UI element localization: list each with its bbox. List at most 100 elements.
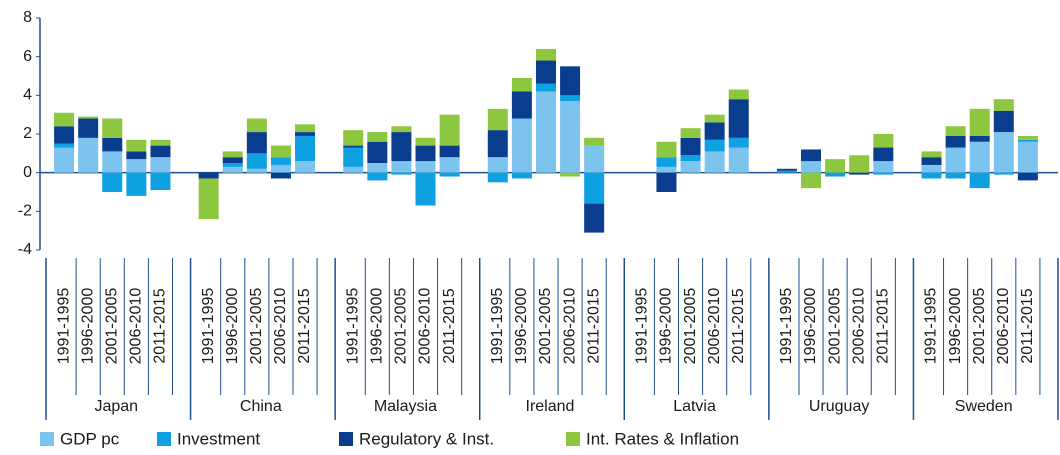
bar-segment	[945, 172, 966, 179]
x-tick-label: 2011-2015	[152, 288, 169, 363]
x-tick-label: 2011-2015	[585, 288, 602, 363]
bar-segment	[102, 151, 123, 173]
bar-segment	[150, 145, 171, 158]
bar-segment	[873, 134, 894, 148]
bar-segment	[873, 172, 894, 175]
x-tick-label: 2011-2015	[1019, 288, 1036, 363]
bar-segment	[511, 91, 532, 119]
bar-segment	[825, 172, 846, 177]
bar-segment	[391, 161, 412, 173]
bar-segment	[367, 163, 388, 173]
bar-segment	[222, 151, 243, 158]
bar-segment	[246, 132, 267, 154]
x-tick-label: 1991-1995	[344, 288, 361, 365]
bar-segment	[560, 95, 581, 102]
bar-segment	[487, 172, 508, 183]
legend-label: Int. Rates & Inflation	[586, 429, 739, 448]
bar-segment	[439, 157, 460, 173]
bar-segment	[415, 137, 436, 146]
bar-segment	[391, 172, 412, 175]
x-tick-label: 2001-2005	[393, 288, 410, 365]
x-tick-label: 1996-2000	[369, 288, 386, 365]
x-tick-label: 2001-2005	[971, 288, 988, 365]
legend: GDP pc Investment Regulatory & Inst. Int. R…	[40, 429, 739, 448]
bar-segment	[849, 172, 870, 175]
bar-segment	[295, 132, 316, 136]
bar-segment	[367, 132, 388, 142]
x-tick-label: 2011-2015	[296, 288, 313, 363]
bar-segment	[535, 91, 556, 173]
y-tick-label: 6	[23, 48, 32, 65]
bar-segment	[535, 83, 556, 92]
x-tick-label: 2006-2010	[417, 288, 434, 365]
bar-segment	[680, 137, 701, 156]
x-tick-label: 2011-2015	[441, 288, 458, 363]
group-label: Ireland	[526, 398, 575, 415]
bar-segment	[993, 172, 1014, 175]
bar-segment	[367, 172, 388, 181]
bar-segment	[439, 145, 460, 158]
bar-segment	[801, 172, 822, 189]
x-tick-label: 1991-1995	[923, 288, 940, 365]
bar-segment	[367, 141, 388, 163]
bar-segment	[728, 137, 749, 148]
x-tick-label: 1996-2000	[947, 288, 964, 365]
bar-segment	[54, 126, 75, 144]
bar-segment	[198, 172, 219, 179]
bar-segment	[246, 118, 267, 133]
bar-segment	[1017, 172, 1038, 181]
bar-segment	[246, 168, 267, 173]
bar-segment	[150, 139, 171, 146]
bar-segment	[270, 164, 291, 173]
x-tick-label: 2006-2010	[272, 288, 289, 365]
bar-segment	[222, 166, 243, 173]
bar-segment	[222, 157, 243, 163]
legend-label: Investment	[177, 429, 260, 448]
x-tick-label: 1996-2000	[802, 288, 819, 365]
bar-segment	[945, 126, 966, 136]
bar-segment	[776, 168, 797, 171]
x-tick-label: 2001-2005	[248, 288, 265, 365]
bar-segment	[270, 172, 291, 179]
bar-segment	[391, 126, 412, 133]
bar-segment	[391, 132, 412, 162]
bar-segment	[945, 147, 966, 173]
bar-segment	[728, 147, 749, 173]
bar-segment	[993, 132, 1014, 173]
bar-segment	[343, 166, 364, 173]
bar-segment	[511, 77, 532, 92]
x-tick-label: 1996-2000	[513, 288, 530, 365]
y-tick-label: 0	[23, 164, 32, 181]
group-label: Sweden	[955, 398, 1013, 415]
bar-segment	[776, 170, 797, 173]
x-tick-label: 2011-2015	[875, 288, 892, 363]
bar-segment	[439, 172, 460, 177]
bar-segment	[415, 172, 436, 206]
bar-segment	[584, 145, 605, 173]
y-tick-label: -2	[18, 203, 32, 220]
bar-segment	[680, 161, 701, 173]
bar-segment	[969, 108, 990, 136]
bar-segment	[126, 172, 147, 196]
bar-segment	[535, 48, 556, 61]
bar-segment	[560, 101, 581, 173]
bar-segment	[150, 172, 171, 191]
y-tick-label: -4	[18, 241, 32, 258]
y-tick-label: 8	[23, 9, 32, 26]
bar-segment	[560, 172, 581, 177]
legend-swatch	[157, 432, 171, 446]
bar-segment	[54, 143, 75, 148]
bar-segment	[921, 172, 942, 179]
x-tick-label: 2001-2005	[682, 288, 699, 365]
legend-label: Regulatory & Inst.	[359, 429, 494, 448]
bar-segment	[560, 66, 581, 96]
bar-segment	[704, 114, 725, 123]
bar-segment	[487, 157, 508, 173]
bar-segment	[1017, 141, 1038, 173]
bar-segment	[921, 157, 942, 165]
bar-segment	[728, 89, 749, 100]
bar-segment	[584, 137, 605, 146]
bar-segment	[849, 155, 870, 173]
bar-segment	[439, 114, 460, 146]
